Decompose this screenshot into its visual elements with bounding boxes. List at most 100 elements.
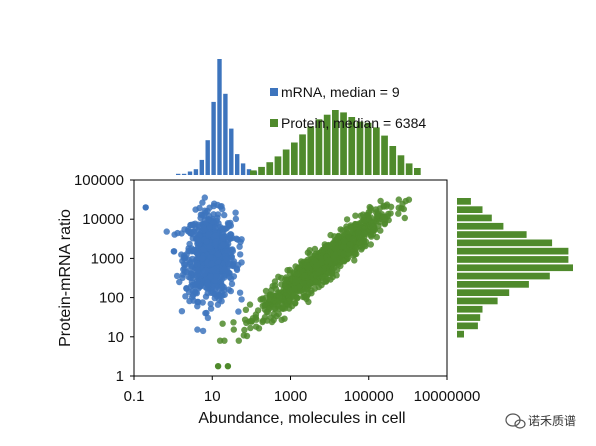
mrna-point <box>182 293 189 300</box>
protein-point <box>311 245 319 253</box>
protein-point <box>308 290 315 297</box>
x-tick-label: 10 <box>204 388 221 405</box>
protein-point <box>322 243 329 250</box>
mrna-point <box>199 255 206 262</box>
protein-right-hist-bar <box>457 314 481 321</box>
protein-point <box>401 214 408 222</box>
protein-point <box>355 229 362 236</box>
mrna-hist-bar <box>205 140 210 175</box>
mrna-point <box>205 231 212 238</box>
mrna-point <box>227 231 234 238</box>
protein-right-hist-bar <box>457 305 483 313</box>
mrna-point <box>223 224 231 232</box>
x-tick-label: 10000000 <box>414 388 481 405</box>
protein-point <box>247 324 254 332</box>
mrna-point <box>214 214 221 221</box>
protein-point <box>362 238 370 245</box>
legend-swatch-protein <box>270 119 278 127</box>
right-histogram <box>457 198 573 338</box>
protein-point <box>235 337 242 344</box>
protein-point <box>400 205 407 213</box>
protein-point <box>377 197 384 205</box>
mrna-point <box>228 280 236 288</box>
legend-swatch-mrna <box>270 88 278 96</box>
protein-point <box>306 279 313 287</box>
mrna-point <box>173 272 181 280</box>
protein-point <box>300 289 307 296</box>
top-histogram <box>176 59 421 175</box>
protein-point <box>267 293 274 301</box>
mrna-point <box>185 273 193 281</box>
protein-point <box>325 269 332 277</box>
protein-point <box>374 212 381 219</box>
mrna-hist-bar <box>235 154 240 175</box>
mrna-point <box>207 305 215 312</box>
plot-area: 1 10 100 1000 10000 100000 0.1 10 1000 100000 100… <box>74 172 480 405</box>
watermark: 诺禾质谱 <box>505 413 576 429</box>
mrna-point <box>202 310 209 317</box>
protein-point <box>331 233 338 240</box>
mrna-point <box>202 267 209 274</box>
mrna-point <box>180 260 188 268</box>
mrna-point <box>204 279 211 286</box>
mrna-point <box>142 204 149 211</box>
protein-right-hist-bar <box>457 330 464 338</box>
protein-point <box>341 258 348 265</box>
protein-point <box>289 302 296 310</box>
mrna-point <box>232 215 240 223</box>
protein-right-hist-bar <box>457 264 573 272</box>
protein-point <box>214 363 222 370</box>
mrna-point <box>174 229 181 237</box>
protein-point <box>246 301 254 308</box>
mrna-hist-bar <box>240 163 246 175</box>
mrna-hist-bar <box>193 169 199 175</box>
protein-point <box>243 332 251 340</box>
protein-point <box>301 272 308 279</box>
x-tick-label: 100000 <box>344 388 394 405</box>
mrna-point <box>212 224 219 231</box>
protein-point <box>292 276 299 283</box>
protein-point <box>230 326 237 333</box>
mrna-point <box>163 228 170 235</box>
mrna-point <box>190 221 197 229</box>
protein-point <box>349 236 357 243</box>
y-ticks: 1 10 100 1000 10000 100000 <box>74 172 134 385</box>
protein-hist-bar <box>250 170 257 175</box>
protein-point <box>272 306 279 313</box>
x-tick-label: 1000 <box>274 388 307 405</box>
mrna-point <box>206 243 213 250</box>
protein-point <box>402 197 409 205</box>
protein-point <box>356 239 364 246</box>
mrna-point <box>194 278 201 285</box>
protein-point <box>376 218 383 226</box>
mrna-point <box>207 273 214 280</box>
mrna-point <box>238 296 245 303</box>
y-tick-label: 1 <box>116 368 124 385</box>
mrna-point <box>211 277 219 284</box>
protein-hist-bar <box>282 149 290 175</box>
protein-right-hist-bar <box>457 281 529 288</box>
mrna-point <box>220 229 227 236</box>
protein-hist-bar <box>373 127 380 175</box>
mrna-point <box>170 248 177 255</box>
protein-right-hist-bar <box>457 239 553 247</box>
protein-point <box>230 319 237 326</box>
protein-point <box>346 240 354 248</box>
legend-label-mrna: mRNA, median = 9 <box>281 84 400 100</box>
mrna-point <box>192 235 200 243</box>
protein-hist-bar <box>299 134 306 175</box>
mrna-hist-bar <box>217 59 222 175</box>
y-tick-label: 10 <box>107 329 124 346</box>
mrna-point <box>205 212 213 220</box>
mrna-point <box>196 204 203 212</box>
protein-point <box>241 316 249 323</box>
protein-right-hist-bar <box>457 198 471 205</box>
mrna-point <box>200 246 208 253</box>
protein-point <box>286 298 293 305</box>
y-tick-label: 1000 <box>91 250 124 267</box>
mrna-point <box>211 294 218 302</box>
mrna-point <box>199 199 206 206</box>
protein-hist-bar <box>291 142 298 175</box>
x-ticks: 0.1 10 1000 100000 10000000 <box>124 376 481 405</box>
